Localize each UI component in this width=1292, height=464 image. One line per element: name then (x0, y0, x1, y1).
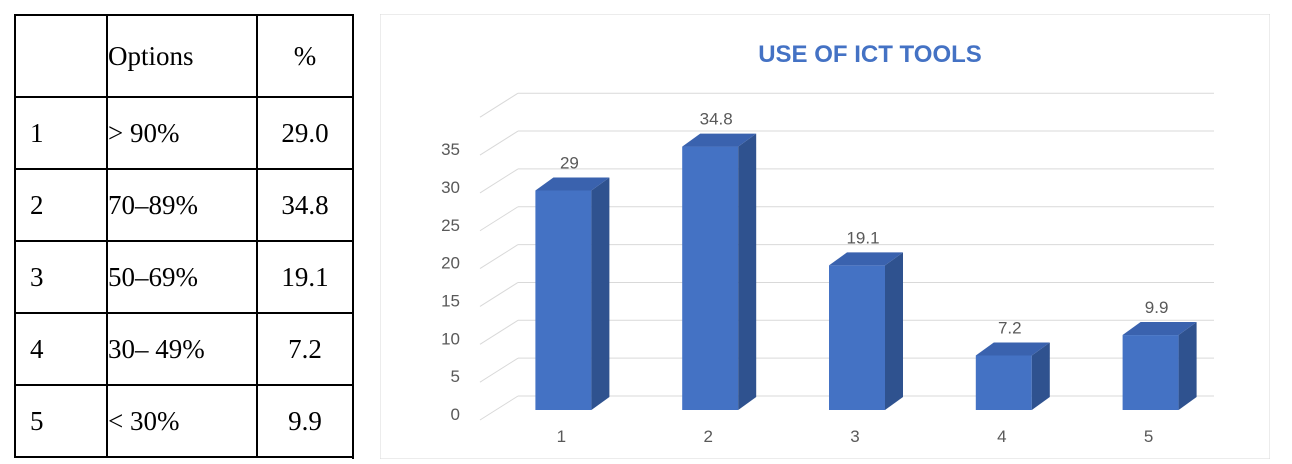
row-percent: 19.1 (256, 240, 354, 314)
x-tick-label: 4 (997, 427, 1006, 446)
row-option: 50–69% (106, 240, 258, 314)
gridline-depth (479, 168, 519, 194)
gridline-depth (479, 206, 519, 232)
row-index: 3 (14, 240, 108, 314)
gridline-depth (479, 244, 519, 270)
bar-top (829, 252, 903, 266)
row-option: 70–89% (106, 168, 258, 242)
y-tick-label: 10 (441, 329, 460, 348)
bar-front (535, 190, 592, 410)
y-tick-label: 30 (441, 178, 460, 197)
table-header-row: Options % (14, 14, 354, 98)
bar-front (1122, 335, 1179, 410)
value-label: 9.9 (1145, 298, 1169, 317)
value-label: 7.2 (998, 318, 1022, 337)
bar-side (1178, 322, 1197, 410)
y-tick-label: 35 (441, 140, 460, 159)
row-index: 4 (14, 312, 108, 386)
gridline-depth (479, 319, 519, 345)
table-row: 1 > 90% 29.0 (14, 96, 354, 170)
gridline-depth (479, 395, 519, 421)
table-row: 4 30– 49% 7.2 (14, 312, 354, 386)
bar-top (682, 133, 757, 147)
bar-top (535, 177, 610, 191)
y-tick-label: 5 (451, 367, 460, 386)
bar-side (1031, 342, 1050, 410)
row-index: 1 (14, 96, 108, 170)
row-percent: 7.2 (256, 312, 354, 386)
bar (975, 342, 1050, 410)
chart-title: USE OF ICT TOOLS (758, 41, 982, 68)
table-row: 2 70–89% 34.8 (14, 168, 354, 242)
value-label: 34.8 (700, 110, 733, 129)
bar (535, 177, 610, 410)
y-tick-label: 25 (441, 216, 460, 235)
bar-top (1122, 322, 1197, 336)
row-option: 30– 49% (106, 312, 258, 386)
bar-top (975, 342, 1050, 356)
gridline-depth (479, 282, 519, 307)
bar-side (885, 252, 903, 410)
gridline-depth (479, 357, 519, 383)
bar-side (738, 133, 757, 410)
row-index: 5 (14, 384, 108, 458)
row-percent: 9.9 (256, 384, 354, 458)
row-option: < 30% (106, 384, 258, 458)
data-table: Options % 1 > 90% 29.0 2 70–89% 34.8 3 5… (14, 14, 354, 458)
header-cell-percent: % (256, 14, 354, 98)
row-percent: 29.0 (256, 96, 354, 170)
bar (682, 133, 757, 410)
table-row: 5 < 30% 9.9 (14, 384, 354, 458)
gridline-depth (479, 92, 519, 118)
table-row: 3 50–69% 19.1 (14, 240, 354, 314)
table-right-border (352, 14, 354, 459)
y-tick-label: 20 (441, 254, 460, 273)
value-label: 29 (560, 153, 579, 172)
bar-front (829, 265, 885, 410)
chart-container: USE OF ICT TOOLS 0 5 10 15 20 25 30 35 29 34.8 19… (379, 13, 1271, 460)
header-cell-index (14, 14, 108, 98)
x-tick-label: 3 (850, 427, 859, 446)
y-tick-label: 0 (451, 405, 460, 424)
bar-side (591, 177, 610, 410)
bar (829, 252, 903, 410)
bar-front (682, 146, 739, 410)
bar-front (975, 355, 1032, 410)
chart-area (379, 13, 1271, 460)
y-tick-label: 15 (441, 291, 460, 310)
row-option: > 90% (106, 96, 258, 170)
bar (1122, 322, 1197, 410)
row-percent: 34.8 (256, 168, 354, 242)
x-tick-label: 2 (703, 427, 712, 446)
x-tick-label: 1 (557, 427, 566, 446)
x-tick-label: 5 (1144, 427, 1153, 446)
gridline-depth (479, 130, 519, 156)
header-cell-options: Options (106, 14, 258, 98)
value-label: 19.1 (846, 228, 879, 247)
row-index: 2 (14, 168, 108, 242)
